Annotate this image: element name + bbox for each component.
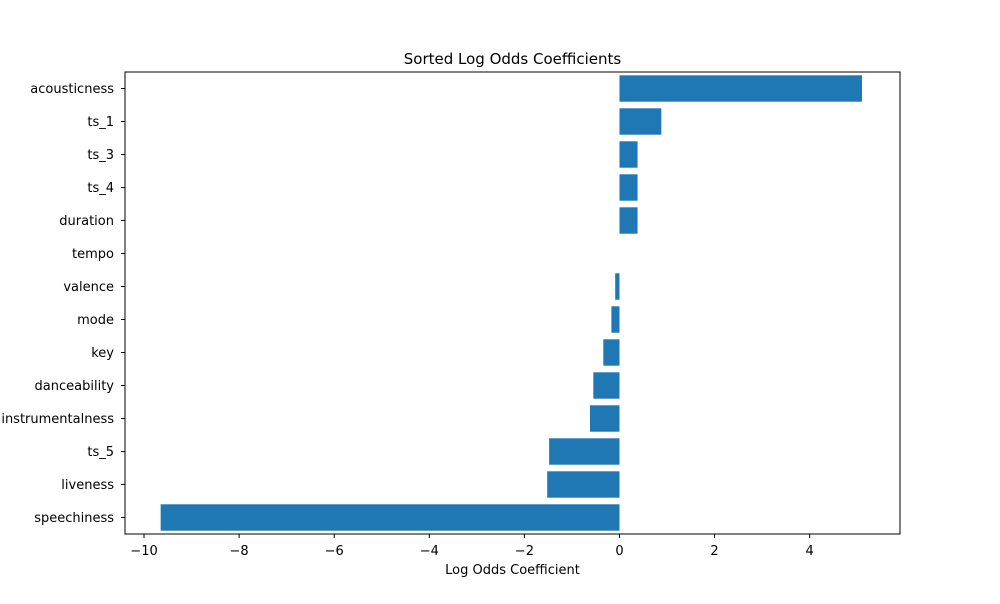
y-tick-label: mode	[77, 313, 114, 328]
y-tick-label: instrumentalness	[1, 412, 114, 427]
bar-danceability	[593, 372, 620, 399]
x-tick-label: −6	[325, 544, 344, 559]
y-ticks-group: acousticness ts_1 ts_3 ts_4 duration tempo val…	[1, 82, 125, 526]
y-tick-label: duration	[59, 214, 114, 229]
bar-instrumentalness	[590, 405, 620, 432]
bar-acousticness	[619, 75, 862, 102]
x-tick-label: 4	[806, 544, 814, 559]
bar-duration	[619, 207, 638, 234]
bar-mode	[611, 306, 620, 333]
y-tick-label: speechiness	[34, 511, 114, 526]
bar-liveness	[547, 471, 620, 498]
y-tick-label: ts_5	[87, 445, 114, 460]
chart-title: Sorted Log Odds Coefficients	[404, 50, 622, 68]
x-tick-label: 2	[710, 544, 718, 559]
y-tick-label: danceability	[35, 379, 115, 394]
bar-speechiness	[160, 504, 620, 531]
y-tick-label: valence	[63, 280, 114, 295]
y-tick-label: acousticness	[30, 82, 114, 97]
bar-ts-1	[619, 108, 662, 135]
axes-frame	[124, 71, 901, 535]
y-tick-label: tempo	[72, 247, 114, 262]
bar-key	[603, 339, 620, 366]
y-tick-label: ts_4	[87, 181, 114, 196]
bar-ts-5	[549, 438, 620, 465]
y-tick-label: liveness	[61, 478, 114, 493]
x-axis-label: Log Odds Coefficient	[445, 563, 580, 578]
x-tick-label: −2	[515, 544, 534, 559]
y-tick-label: ts_1	[87, 115, 114, 130]
bar-valence	[615, 273, 620, 300]
x-tick-label: −8	[230, 544, 249, 559]
x-tick-label: −10	[130, 544, 157, 559]
x-tick-label: −4	[420, 544, 439, 559]
x-tick-label: 0	[615, 544, 623, 559]
y-tick-label: key	[91, 346, 114, 361]
bars-group	[160, 75, 862, 531]
bar-ts-4	[619, 174, 638, 201]
x-ticks-group: −10 −8 −6 −4 −2 0 2 4	[130, 534, 814, 559]
bar-ts-3	[619, 141, 638, 168]
y-tick-label: ts_3	[87, 148, 114, 163]
